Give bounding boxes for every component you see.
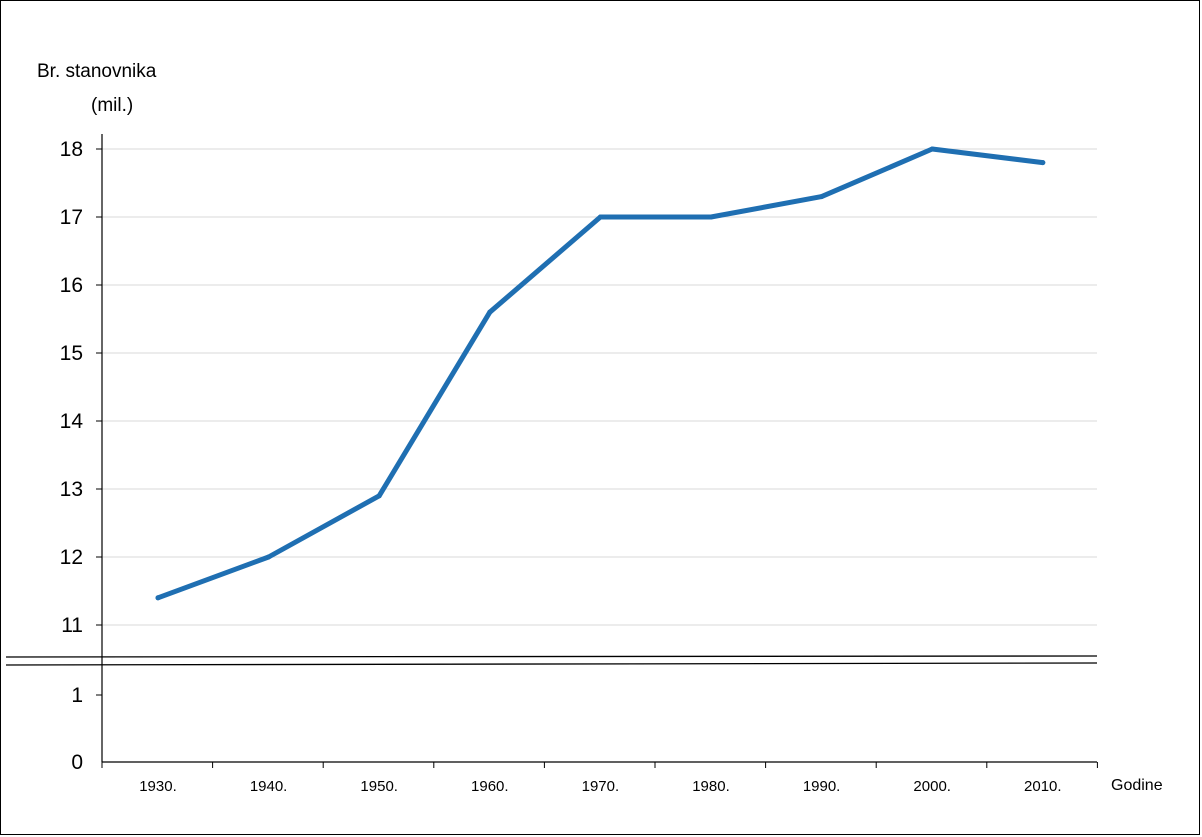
y-tick-label: 1	[71, 684, 83, 707]
data-point	[597, 214, 603, 220]
x-tick-label: 2010.	[1024, 778, 1062, 795]
x-tick-label: 1960.	[471, 778, 509, 795]
axes	[96, 134, 1098, 768]
x-tick-label: 1950.	[360, 778, 398, 795]
x-tick-label: 1940.	[250, 778, 288, 795]
x-tick-labels: 1930. 1940. 1950. 1960. 1970. 1980. 1990. 2000.…	[139, 778, 1061, 795]
axis-break	[5, 655, 1098, 666]
data-point	[487, 309, 493, 315]
x-tick-label: 1990.	[803, 778, 841, 795]
y-tick-labels: 11 12 13 14 15 16 17 18 0 1	[60, 138, 84, 774]
x-tick-label: 1970.	[582, 778, 620, 795]
y-tick-label: 17	[60, 206, 83, 229]
x-tick-label: 1930.	[139, 778, 177, 795]
data-point	[155, 595, 161, 601]
y-axis-label-line1: Br. stanovnika	[37, 61, 157, 82]
axis-break-line	[5, 655, 1098, 658]
data-point	[819, 194, 825, 200]
series	[155, 146, 1046, 601]
y-tick-label: 11	[61, 614, 83, 637]
x-tick-label: 2000.	[913, 778, 951, 795]
data-point	[1040, 160, 1046, 166]
x-tick-label: 1980.	[692, 778, 730, 795]
y-tick-label: 0	[71, 751, 83, 774]
y-axis-label-line2: (mil.)	[91, 95, 133, 116]
x-axis-label: Godine	[1111, 777, 1163, 794]
axis-break-line	[5, 662, 1098, 666]
y-tick-label: 14	[60, 410, 84, 433]
y-tick-label: 15	[60, 342, 83, 365]
y-tick-label: 18	[60, 138, 83, 161]
data-point	[376, 493, 382, 499]
y-tick-label: 16	[60, 274, 83, 297]
y-tick-label: 12	[60, 546, 83, 569]
data-point	[266, 554, 272, 560]
data-point	[708, 214, 714, 220]
data-point	[929, 146, 935, 152]
y-tick-label: 13	[60, 478, 83, 501]
